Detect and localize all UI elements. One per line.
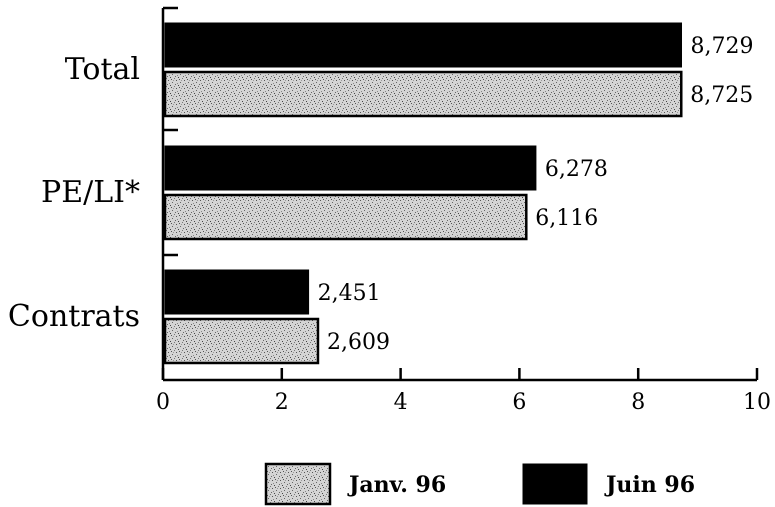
data-label: 2,609 xyxy=(327,330,390,355)
x-tick-label: 2 xyxy=(275,390,289,415)
data-label: 8,729 xyxy=(691,34,754,59)
legend-label: Juin 96 xyxy=(604,472,695,498)
data-label: 6,278 xyxy=(545,157,608,182)
legend-swatch xyxy=(264,462,332,506)
category-label: PE/LI* xyxy=(41,175,140,210)
x-tick-label: 6 xyxy=(512,390,526,415)
category-label: Contrats xyxy=(8,299,140,334)
bar-juin-96 xyxy=(164,145,537,191)
bar-janv-96 xyxy=(163,70,683,118)
x-axis-ticks: 0 2 4 6 8 10 xyxy=(156,368,771,415)
x-tick-label: 0 xyxy=(156,390,170,415)
x-tick-label: 4 xyxy=(394,390,408,415)
legend-label: Janv. 96 xyxy=(347,472,446,498)
bar-janv-96 xyxy=(163,317,320,365)
legend: Janv. 96 Juin 96 xyxy=(264,462,695,506)
x-tick-label: 10 xyxy=(743,390,771,415)
bar-janv-96 xyxy=(163,193,528,241)
legend-swatch xyxy=(522,463,588,505)
data-label: 8,725 xyxy=(690,83,753,108)
data-label: 2,451 xyxy=(318,281,381,306)
axes xyxy=(161,6,757,382)
bar-juin-96 xyxy=(164,269,310,315)
x-tick-label: 8 xyxy=(631,390,645,415)
data-label: 6,116 xyxy=(535,206,598,231)
category-label: Total xyxy=(65,52,140,87)
category-labels: Total PE/LI* Contrats xyxy=(8,52,140,334)
bars: 8,729 8,725 6,278 6,116 2,451 2,609 xyxy=(163,22,754,365)
bar-juin-96 xyxy=(164,22,683,68)
